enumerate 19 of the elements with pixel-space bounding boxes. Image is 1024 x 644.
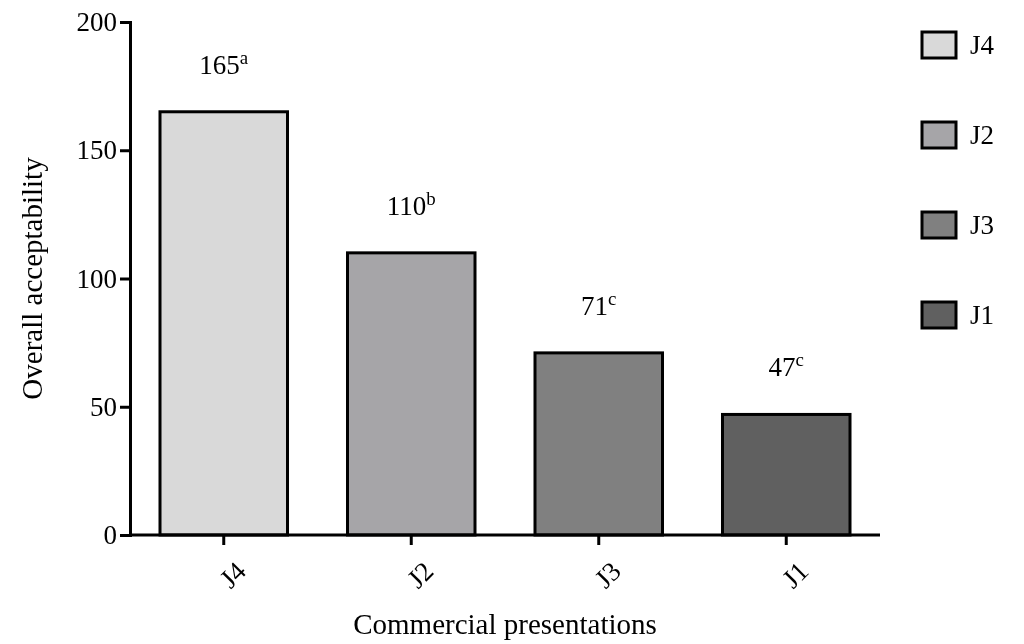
y-tick-label: 100 (76, 263, 117, 294)
x-tick-label: J4 (213, 555, 253, 595)
data-label: 165$^{a}$ (199, 46, 249, 80)
legend-label: J1 (970, 300, 995, 330)
y-axis-title: Overall acceptability (16, 156, 48, 400)
y-tick-label: 200 (76, 7, 117, 38)
x-tick-label: J1 (776, 555, 815, 595)
x-tick-label: J3 (588, 555, 627, 595)
data-label: 47$^{c}$ (768, 348, 804, 383)
x-tick-label: J2 (401, 555, 440, 595)
x-axis-title: Commercial presentations (353, 608, 657, 640)
y-tick-label: 0 (103, 520, 117, 551)
data-label: 110$^{b}$ (386, 187, 436, 221)
legend-label: J4 (970, 30, 995, 60)
y-tick-label: 150 (76, 135, 117, 166)
legend-label: J2 (970, 120, 995, 150)
y-tick-label: 50 (90, 391, 117, 422)
legend-label: J3 (970, 210, 995, 240)
data-label: 71$^{c}$ (581, 287, 617, 321)
